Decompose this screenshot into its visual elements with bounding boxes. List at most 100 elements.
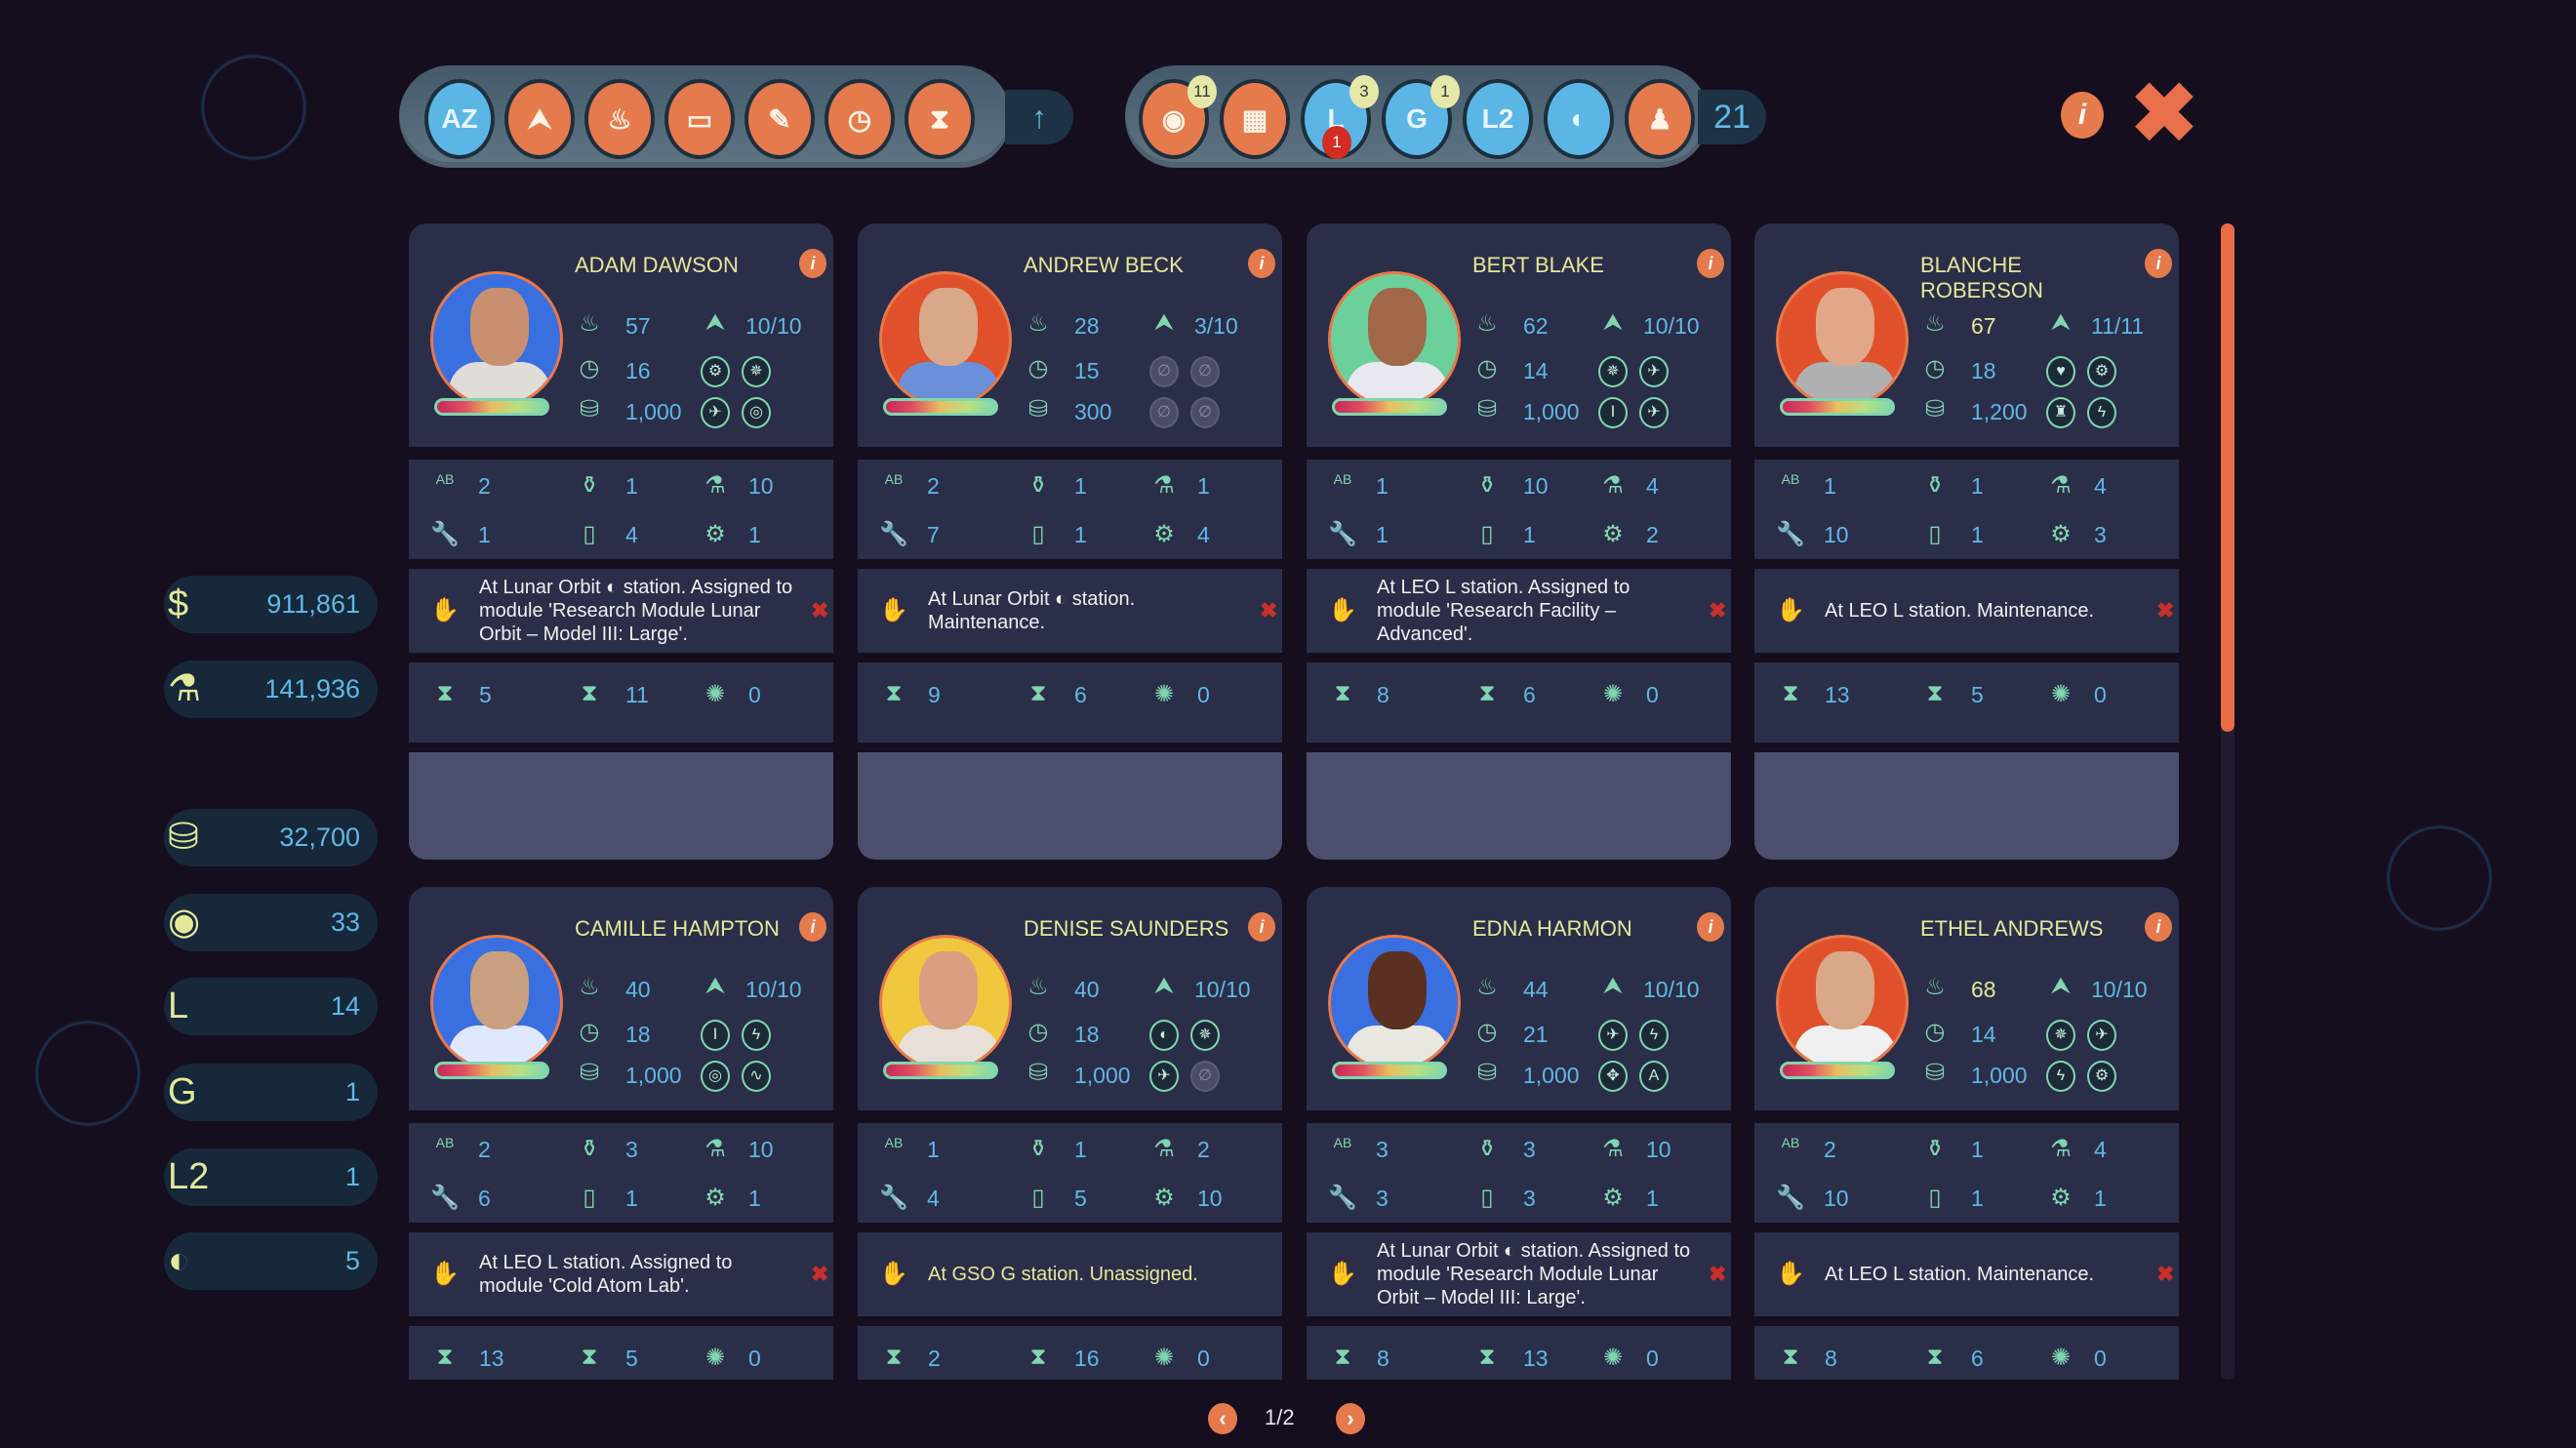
specialty-badge-icon[interactable]: ✵ [1598,356,1628,387]
sort-button-clock-heart[interactable]: ◷ [825,79,895,159]
passport-icon: ▯ [1480,521,1494,547]
specialty-badge-icon[interactable]: ϟ [742,1020,771,1051]
age-cake-icon: ♨ [1924,310,1946,337]
filter-button-astronaut-silhouette[interactable]: ♟ [1625,79,1695,159]
status-text: At GSO G station. Unassigned. [928,1264,1198,1285]
info-button[interactable]: i [2145,249,2172,278]
recovery-value: 16 [625,358,651,383]
sort-button-syringe[interactable]: ✎ [745,79,815,159]
specialty-badge-icon[interactable]: ♜ [2046,397,2075,428]
status-panel: ✋ At GSO G station. Unassigned. [858,1232,1282,1316]
specialty-badge-icon[interactable]: ✵ [742,356,771,387]
specialty-badge-icon[interactable]: ✥ [1598,1061,1628,1092]
info-button[interactable]: i [2145,912,2172,942]
status-panel: ✋ At Lunar Orbit ◐ station. Assigned to … [409,569,833,653]
specialty-badge-icon[interactable]: ◎ [701,1061,730,1092]
specialty-badge-icon[interactable]: ⚙ [2087,356,2116,387]
time-panel: ⧗ 2 ⧗ 16 ✺ 0 [858,1326,1282,1380]
salary-coins-icon: ⛁ [1027,1060,1049,1086]
info-button[interactable]: i [1697,249,1724,278]
age-cake-icon: ♨ [1476,974,1498,1000]
sort-button-az-sort[interactable]: AZ [424,79,495,159]
specialty-badge-icon[interactable]: ✵ [2046,1020,2075,1051]
filter-button-earth-astronaut[interactable]: ◉ [1139,79,1209,159]
flask-icon: ⚱ [1027,1136,1049,1162]
unassign-button[interactable]: ✖ [811,1262,829,1286]
health-bar [1332,1062,1447,1079]
skills-panel: AB 2 ⚱ 3 ⚗ 10 🔧 6 ▯ 1 ⚙ 1 [409,1123,833,1223]
rank-value: 3/10 [1194,313,1238,339]
specialty-badge-icon[interactable]: ∅ [1190,397,1220,428]
specialty-badge-icon[interactable]: ∅ [1190,356,1220,387]
astronaut-task-icon: ✋ [879,597,908,623]
filter-button-lunar-station[interactable]: ◐ [1544,79,1614,159]
skill-value: 4 [625,522,638,547]
sort-direction-button[interactable]: ↑ [1005,90,1073,144]
hourglass-icon: ⧗ [581,1344,598,1370]
scrollbar-thumb[interactable] [2221,223,2234,732]
hourglass-icon: ⧗ [1029,680,1047,706]
earth-astronaut-icon: ◉ [1161,103,1187,135]
sort-button-rank[interactable]: ⮝ [504,79,575,159]
specialty-badge-icon[interactable]: Ⅰ [701,1020,730,1051]
gear-microscope-icon: ⚙ [1153,521,1175,547]
filter-button-l2-station[interactable]: L2 [1463,79,1533,159]
card-header: DENISE SAUNDERS i ♨ 40 ⮝ 10/10 ◷ 18 ⛁ 1,000 … [858,887,1282,1110]
sort-button-hourglass[interactable]: ⧗ [905,79,975,159]
sort-button-age-cake[interactable]: ♨ [584,79,655,159]
count-badge: 11 [1187,75,1217,108]
rank-value: 10/10 [1643,977,1700,1002]
empty-slot [858,752,1282,860]
sort-button-health-bar[interactable]: ▭ [664,79,735,159]
specialty-badge-icon[interactable]: ✈ [1598,1020,1628,1051]
specialty-badge-icon[interactable]: ϟ [2046,1061,2075,1092]
specialty-badge-icon[interactable]: Ⅰ [1598,397,1628,428]
info-button[interactable]: i [799,249,826,278]
skill-value: 2 [478,473,491,499]
empty-slot [1754,752,2179,860]
info-button[interactable]: i [1697,912,1724,942]
specialty-badge-icon[interactable]: ✈ [1639,356,1669,387]
specialty-badge-icon[interactable]: ∿ [742,1061,771,1092]
status-text: At Lunar Orbit ◐ station. Assigned to mo… [479,577,793,645]
salary-coins-icon: ⛁ [579,1060,600,1086]
specialty-badge-icon[interactable]: ∅ [1149,356,1179,387]
info-button[interactable]: i [1248,912,1275,942]
unassign-button[interactable]: ✖ [2156,598,2175,623]
close-button[interactable]: ✖ [2129,67,2199,159]
unassign-button[interactable]: ✖ [2156,1262,2175,1286]
unassign-button[interactable]: ✖ [811,598,829,623]
wrench-astronaut-icon: 🔧 [430,521,460,547]
specialty-badge-icon[interactable]: ∅ [1190,1061,1220,1092]
specialty-badge-icon[interactable]: ✈ [701,397,730,428]
specialty-badge-icon[interactable]: ◎ [742,397,771,428]
next-page-button[interactable]: › [1336,1403,1365,1434]
specialty-badge-icon[interactable]: A [1639,1061,1669,1092]
l2-station-icon: L2 [1481,103,1514,134]
info-button[interactable]: i [799,912,826,942]
specialty-badge-icon[interactable]: ⚙ [701,356,730,387]
filter-button-facility-astronaut[interactable]: ▦ [1220,79,1290,159]
count-badge: 3 [1349,75,1379,108]
info-button[interactable]: i [2061,92,2104,139]
unassign-button[interactable]: ✖ [1260,598,1278,623]
prev-page-button[interactable]: ‹ [1208,1403,1237,1434]
specialty-badge-icon[interactable]: ϟ [2087,397,2116,428]
specialty-badge-icon[interactable]: ∅ [1149,397,1179,428]
unassign-button[interactable]: ✖ [1709,598,1727,623]
scrollbar[interactable] [2221,223,2234,1380]
specialty-badge-icon[interactable]: ✈ [1149,1061,1179,1092]
specialty-badge-icon[interactable]: ϟ [1639,1020,1669,1051]
specialty-badge-icon[interactable]: ✈ [1639,397,1669,428]
specialty-badge-icon[interactable]: ✵ [1190,1020,1220,1051]
diamond-icon: ⚱ [1476,1136,1498,1162]
specialty-badge-icon[interactable]: ✈ [2087,1020,2116,1051]
specialty-badge-icon[interactable]: ♥ [2046,356,2075,387]
microscope-icon: ⚗ [1153,472,1175,499]
info-button[interactable]: i [1248,249,1275,278]
specialty-badge-icon[interactable]: ⚙ [2087,1061,2116,1092]
specialty-badge-icon[interactable]: ◐ [1149,1020,1179,1051]
status-text: At Lunar Orbit ◐ station. Assigned to mo… [1377,1240,1691,1308]
unassign-button[interactable]: ✖ [1709,1262,1727,1286]
resource-value: 32,700 [279,823,360,852]
